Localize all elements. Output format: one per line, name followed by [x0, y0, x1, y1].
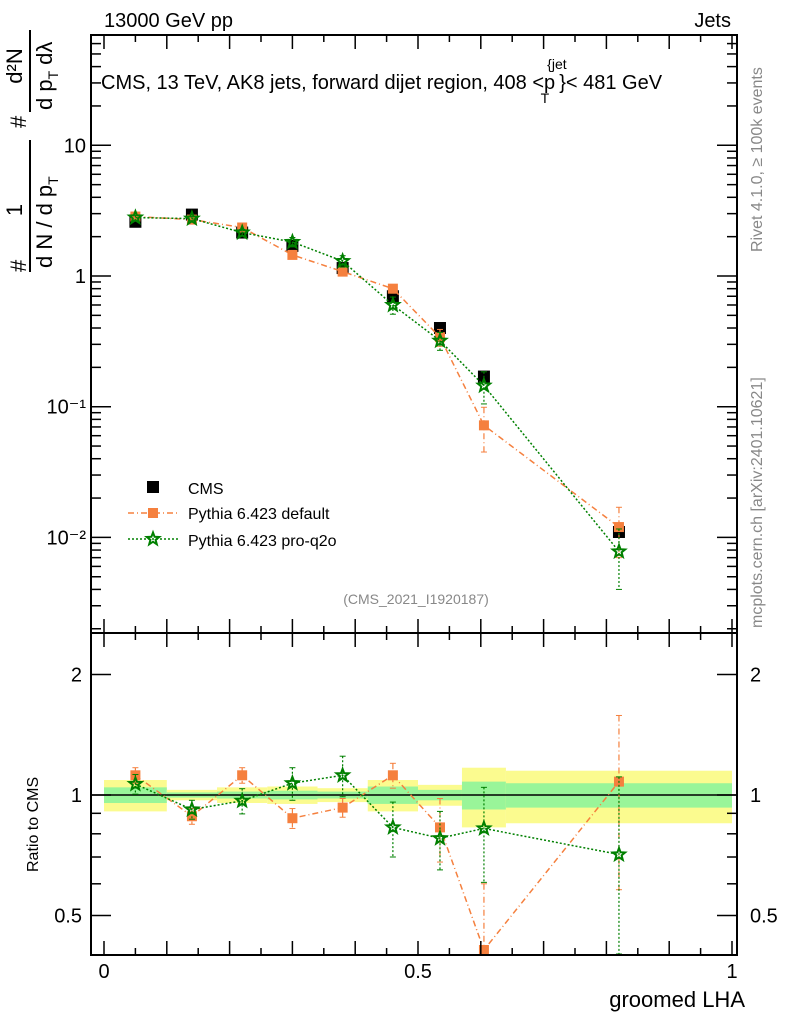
y-axis-label: # 1 d N / d pT # d²N d pTdλ: [2, 30, 61, 272]
ratio-y-tick-label: 1: [71, 785, 82, 807]
ratio-point-proq2o: [610, 845, 628, 863]
ratio-line-proq2o: [135, 774, 620, 856]
title-sub: T: [541, 90, 550, 106]
x-tick-label: 0.5: [404, 961, 432, 983]
main-point-proq2o: [383, 295, 402, 313]
x-tick-label: 0: [98, 961, 109, 983]
ratio-point-proq2o: [431, 828, 449, 846]
main-point-proq2o: [610, 542, 628, 560]
title-pre: CMS, 13 TeV, AK8 jets, forward dijet reg…: [101, 72, 555, 94]
ylabel-num-2: d²N: [2, 48, 27, 83]
axis-ticks: 0 0.5 1 10 1 10⁻¹ 10⁻² 0.5 0.5 1 1 2 2: [47, 35, 778, 983]
ratio-point-proq2o: [383, 818, 402, 836]
ratio-point-proq2o: [475, 819, 493, 836]
legend: CMS Pythia 6.423 default Pythia 6.423 pr…: [128, 481, 337, 550]
ratio-y-tick-label-right: 0.5: [750, 906, 778, 928]
main-point-default: [287, 249, 298, 260]
title-sup: {jet: [547, 56, 567, 72]
plot-title: CMS, 13 TeV, AK8 jets, forward dijet reg…: [101, 56, 663, 106]
data-marks: [126, 208, 628, 956]
ratio-y-tick-label-right: 1: [750, 785, 761, 807]
ylabel-one: 1: [2, 204, 27, 216]
ratio-point-proq2o: [126, 774, 145, 792]
ratio-y-label: Ratio to CMS: [25, 777, 42, 872]
ratio-point-default: [237, 770, 248, 781]
x-tick-label: 1: [726, 961, 737, 983]
ratio-point-proq2o: [283, 773, 302, 791]
ratio-point-default: [478, 945, 489, 956]
analysis-id: (CMS_2021_I1920187): [343, 591, 489, 607]
ylabel-denom-2: d pTdλ: [32, 42, 61, 110]
ratio-point-default: [186, 811, 197, 822]
ratio-point-proq2o: [233, 791, 251, 809]
legend-marker-default: [148, 508, 158, 518]
main-point-proq2o: [126, 208, 145, 226]
main-point-proq2o: [233, 223, 251, 241]
legend-label-proq2o: Pythia 6.423 pro-q2o: [188, 533, 337, 550]
main-y-tick-label: 1: [75, 266, 86, 288]
ratio-point-proq2o: [182, 800, 201, 818]
main-point-default: [613, 522, 624, 533]
legend-marker-proq2o: [144, 529, 162, 547]
main-point-default: [478, 420, 489, 431]
main-point-default: [387, 283, 398, 294]
legend-label-cms: CMS: [188, 481, 224, 498]
mcplots-label: mcplots.cern.ch [arXiv:2401.10621]: [749, 377, 766, 628]
rivet-label: Rivet 4.1.0, ≥ 100k events: [749, 67, 766, 252]
header-right: Jets: [694, 10, 731, 32]
main-y-tick-label: 10⁻¹: [47, 397, 87, 419]
header-left: 13000 GeV pp: [104, 10, 233, 32]
ylabel-denom-1: d N / d pT: [32, 176, 61, 268]
main-point-proq2o: [475, 376, 493, 394]
main-point-proq2o: [333, 251, 352, 269]
main-y-tick-label: 10: [64, 135, 86, 157]
main-y-tick-label: 10⁻²: [47, 527, 87, 549]
legend-label-default: Pythia 6.423 default: [188, 506, 330, 523]
ratio-point-default: [287, 813, 298, 824]
main-point-default: [186, 214, 197, 225]
main-point-default: [337, 266, 348, 277]
ratio-point-proq2o: [333, 765, 352, 783]
ratio-y-tick-label-right: 2: [750, 664, 761, 686]
main-point-proq2o: [283, 232, 302, 250]
ratio-frame: [90, 632, 738, 956]
main-line-proq2o: [135, 216, 620, 552]
ylabel-hash-2: #: [6, 115, 31, 128]
main-point-proq2o: [431, 331, 449, 349]
main-point-proq2o: [182, 209, 201, 227]
x-axis-label: groomed LHA: [609, 987, 745, 1012]
main-point-cms: [433, 322, 446, 335]
ratio-point-default: [387, 770, 398, 781]
ratio-point-default: [434, 822, 445, 833]
ratio-y-tick-label: 2: [71, 664, 82, 686]
title-post: }< 481 GeV: [559, 72, 663, 94]
legend-marker-cms: [147, 481, 159, 493]
ylabel-hash-1: #: [6, 259, 31, 272]
ratio-point-default: [337, 802, 348, 813]
ratio-y-tick-label: 0.5: [54, 906, 82, 928]
